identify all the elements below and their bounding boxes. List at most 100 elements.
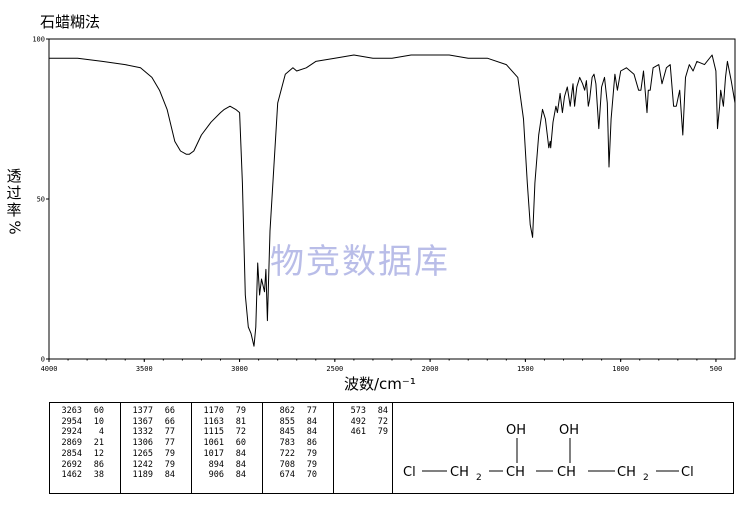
peak-transmittance: 60 <box>235 438 246 449</box>
peak-wavenumber: 1332 <box>132 427 153 438</box>
ir-spectrum-chart: 4000 3500 3000 2500 2000 1500 1000 500 0 50 100 <box>32 36 736 373</box>
peak-row: 2692 86 <box>56 460 116 471</box>
x-tick-label-1: 3500 <box>136 365 153 373</box>
peak-wavenumber: 492 <box>350 416 366 427</box>
peak-column-4: 573 84 492 72 461 79 <box>334 403 392 493</box>
peak-row: 894 84 <box>198 460 258 471</box>
x-tick-label-2: 3000 <box>231 365 248 373</box>
peak-transmittance: 72 <box>377 416 388 427</box>
peak-transmittance: 84 <box>377 406 388 416</box>
peak-column-3: 862 77 855 84 845 84 783 86 722 79 708 79 674 70 <box>263 403 334 493</box>
peak-wavenumber: 1170 <box>203 406 224 416</box>
peak-row: 1242 79 <box>127 460 187 471</box>
peak-wavenumber: 573 <box>350 406 366 416</box>
y-axis-label: 透过率 % <box>4 168 24 236</box>
peak-wavenumber: 1265 <box>132 448 153 459</box>
x-tick-label-4: 2000 <box>422 365 439 373</box>
x-tick-label-6: 1000 <box>612 365 629 373</box>
ch2-right-label: CH <box>617 465 636 480</box>
peak-transmittance: 66 <box>164 416 175 427</box>
peak-transmittance: 79 <box>306 459 317 470</box>
ch2-right-subscript: 2 <box>643 473 649 483</box>
peak-transmittance: 4 <box>98 427 104 438</box>
peak-wavenumber: 1377 <box>132 406 153 416</box>
peak-row: 1170 79 <box>198 406 258 417</box>
peak-wavenumber: 3263 <box>61 406 82 416</box>
peak-wavenumber: 894 <box>208 459 224 470</box>
peak-row: 2954 10 <box>56 417 116 428</box>
peak-wavenumber: 845 <box>279 427 295 438</box>
peak-wavenumber: 2869 <box>61 438 82 449</box>
peak-row: 492 72 <box>340 417 388 428</box>
peak-row: 1367 66 <box>127 417 187 428</box>
x-axis-label: 波数/cm⁻¹ <box>344 375 416 393</box>
peak-transmittance: 79 <box>306 448 317 459</box>
peak-row: 2854 12 <box>56 449 116 460</box>
cl-right-label: Cl <box>681 465 694 480</box>
peak-row: 573 84 <box>340 406 388 417</box>
x-tick-label-3: 2500 <box>326 365 343 373</box>
peak-row: 1061 60 <box>198 438 258 449</box>
x-tick-label-7: 500 <box>710 365 723 373</box>
ch2-left-label: CH <box>450 465 469 480</box>
peak-row: 2924 4 <box>56 427 116 438</box>
peak-row: 1017 84 <box>198 449 258 460</box>
peak-wavenumber: 2924 <box>61 427 82 438</box>
peak-wavenumber: 1115 <box>203 427 224 438</box>
peak-transmittance: 84 <box>164 470 175 481</box>
peak-row: 674 70 <box>269 470 329 481</box>
peak-wavenumber: 708 <box>279 459 295 470</box>
peak-wavenumber: 2954 <box>61 416 82 427</box>
chemical-structure: OH OH Cl CH 2 CH CH CH 2 Cl <box>393 402 734 494</box>
peak-column-2: 1170 79 1163 81 1115 72 1061 60 1017 84 894 84 906 84 <box>192 403 263 493</box>
peak-wavenumber: 855 <box>279 416 295 427</box>
peak-row: 3263 60 <box>56 406 116 417</box>
peak-transmittance: 81 <box>235 416 246 427</box>
peak-wavenumber: 2692 <box>61 459 82 470</box>
spectrum-line-0 <box>49 54 736 347</box>
y-axis-label-text: 透过率 <box>6 167 22 219</box>
peak-wavenumber: 1367 <box>132 416 153 427</box>
watermark: 物竞数据库 <box>270 242 450 282</box>
ch-right-label: CH <box>557 465 576 480</box>
peak-row: 2869 21 <box>56 438 116 449</box>
peak-row: 1115 72 <box>198 427 258 438</box>
peak-transmittance: 84 <box>235 459 246 470</box>
peak-transmittance: 84 <box>235 470 246 481</box>
peak-wavenumber: 1242 <box>132 459 153 470</box>
ch-left-label: CH <box>506 465 525 480</box>
peak-row: 708 79 <box>269 460 329 471</box>
peak-row: 906 84 <box>198 470 258 481</box>
peak-row: 1377 66 <box>127 406 187 417</box>
peak-row: 783 86 <box>269 438 329 449</box>
peak-wavenumber: 674 <box>279 470 295 481</box>
peak-transmittance: 77 <box>164 427 175 438</box>
peak-row: 1332 77 <box>127 427 187 438</box>
peak-transmittance: 21 <box>93 438 104 449</box>
peak-row: 862 77 <box>269 406 329 417</box>
peak-wavenumber: 783 <box>279 438 295 449</box>
peak-wavenumber: 1163 <box>203 416 224 427</box>
y-tick-label-1: 50 <box>37 196 45 204</box>
peak-row: 1265 79 <box>127 449 187 460</box>
cl-left-label: Cl <box>403 465 416 480</box>
x-tick-label-0: 4000 <box>41 365 58 373</box>
peak-transmittance: 60 <box>93 406 104 416</box>
peak-transmittance: 12 <box>93 448 104 459</box>
peak-column-1: 1377 66 1367 66 1332 77 1306 77 1265 79 1242 79 1189… <box>121 403 192 493</box>
peak-wavenumber: 461 <box>350 427 366 438</box>
peak-row: 855 84 <box>269 417 329 428</box>
peak-transmittance: 38 <box>93 470 104 481</box>
peak-transmittance: 77 <box>164 438 175 449</box>
y-tick-label-2: 100 <box>32 36 45 44</box>
peak-transmittance: 84 <box>306 416 317 427</box>
peak-wavenumber: 722 <box>279 448 295 459</box>
oh-left-label: OH <box>506 423 526 438</box>
ch2-left-subscript: 2 <box>476 473 482 483</box>
peak-wavenumber: 862 <box>279 406 295 416</box>
peak-row: 461 79 <box>340 427 388 438</box>
peak-wavenumber: 906 <box>208 470 224 481</box>
peak-wavenumber: 1189 <box>132 470 153 481</box>
peak-wavenumber: 2854 <box>61 448 82 459</box>
chart-title: 石蜡糊法 <box>40 13 101 31</box>
